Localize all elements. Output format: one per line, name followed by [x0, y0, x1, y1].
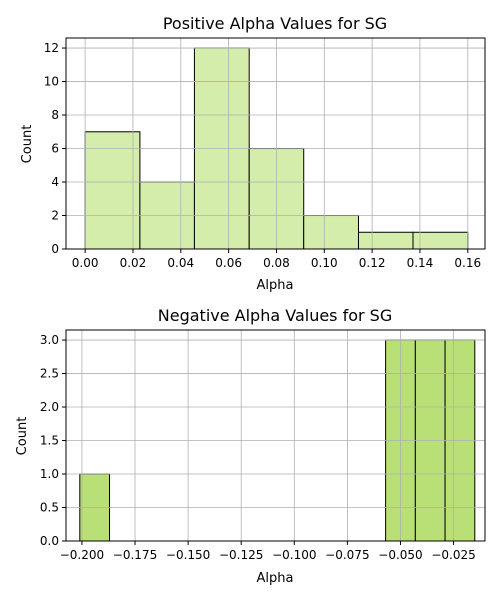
x-tick-label: 0.06 — [215, 256, 242, 270]
x-tick-label: 0.02 — [120, 256, 147, 270]
y-tick-label: 10 — [44, 75, 59, 89]
y-tick-label: 4 — [51, 175, 59, 189]
x-tick-label: 0.10 — [311, 256, 338, 270]
y-axis-label: Count — [15, 417, 30, 456]
x-tick-label: −0.025 — [431, 548, 475, 562]
y-axis: 0.0 0.5 1.0 1.5 2.0 2.5 3.0 — [40, 333, 66, 548]
x-axis: 0.00 0.02 0.04 0.06 0.08 0.10 0.12 0.14 0.16 — [72, 249, 481, 270]
x-tick-label: 0.16 — [454, 256, 481, 270]
histogram-bar — [84, 131, 141, 250]
grid-layer — [66, 38, 485, 250]
y-tick-label: 0 — [51, 242, 59, 256]
y-tick-label: 2 — [51, 209, 59, 223]
y-tick-label: 6 — [51, 142, 59, 156]
chart-positive-alpha: Positive Alpha Values for SG 0.00 0.02 0.0… — [20, 14, 486, 293]
x-tick-label: 0.14 — [407, 256, 434, 270]
x-tick-label: −0.150 — [166, 548, 210, 562]
plot-frame — [65, 37, 486, 250]
chart-negative-alpha: Negative Alpha Values for SG −0.200 −0.17… — [15, 306, 486, 586]
y-axis: 0 2 4 6 8 10 12 — [44, 41, 66, 256]
y-tick-label: 2.5 — [40, 367, 59, 381]
y-tick-label: 12 — [44, 41, 59, 55]
x-tick-label: 0.04 — [167, 256, 194, 270]
y-tick-label: 2.0 — [40, 400, 59, 414]
y-axis-label: Count — [20, 125, 35, 164]
y-tick-label: 3.0 — [40, 333, 59, 347]
histogram-bar — [357, 231, 414, 250]
chart-title: Negative Alpha Values for SG — [158, 306, 392, 325]
plot-frame — [65, 329, 486, 542]
x-axis-label: Alpha — [257, 571, 294, 586]
chart-title: Positive Alpha Values for SG — [163, 14, 387, 33]
x-tick-label: −0.125 — [219, 548, 263, 562]
x-tick-label: −0.075 — [325, 548, 369, 562]
y-tick-label: 1.0 — [40, 467, 59, 481]
y-tick-label: 8 — [51, 108, 59, 122]
x-tick-label: −0.100 — [272, 548, 316, 562]
y-tick-label: 0.5 — [40, 501, 59, 515]
x-tick-label: −0.200 — [60, 548, 104, 562]
x-tick-label: 0.00 — [72, 256, 99, 270]
x-tick-label: 0.12 — [359, 256, 386, 270]
x-tick-label: −0.050 — [378, 548, 422, 562]
x-tick-label: 0.08 — [263, 256, 290, 270]
y-tick-label: 0.0 — [40, 534, 59, 548]
y-tick-label: 1.5 — [40, 434, 59, 448]
histogram-bar — [412, 231, 469, 250]
x-axis-label: Alpha — [257, 278, 294, 293]
grid-layer — [66, 330, 485, 542]
histogram-bar — [303, 215, 359, 250]
x-axis: −0.200 −0.175 −0.150 −0.125 −0.100 −0.075 −0.0… — [60, 541, 476, 562]
x-tick-label: −0.175 — [113, 548, 157, 562]
